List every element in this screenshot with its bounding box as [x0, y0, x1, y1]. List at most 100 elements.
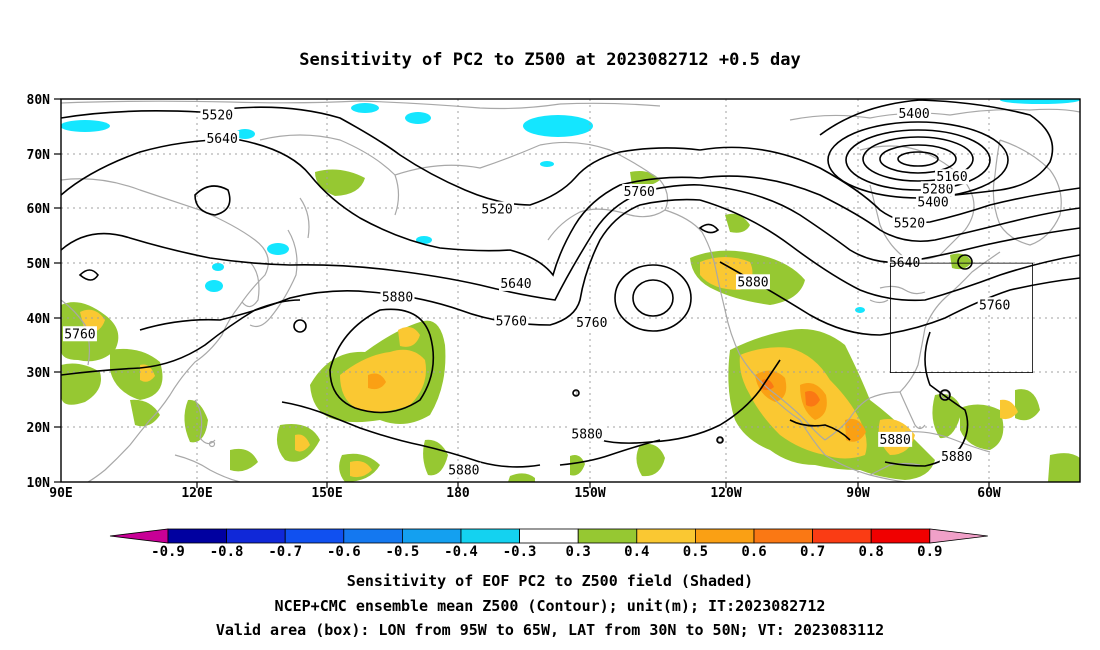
- negative-sensitivity-shading: [61, 99, 1080, 313]
- valid-area-box: [890, 262, 1034, 373]
- lat-tick-label: 60N: [27, 202, 51, 217]
- colorbar-label: 0.8: [859, 544, 884, 560]
- contour-label: 5760: [64, 327, 95, 342]
- chart-title: Sensitivity of PC2 to Z500 at 2023082712…: [299, 50, 801, 70]
- colorbar-label: -0.4: [444, 544, 478, 560]
- contour-label: 5640: [206, 132, 237, 147]
- colorbar-swatch: [812, 528, 872, 544]
- contour-label: 5400: [898, 107, 929, 122]
- lon-tick-label: 60W: [977, 486, 1001, 501]
- z500-contours: [61, 99, 1080, 468]
- map-frame: [60, 98, 1081, 483]
- lat-tick-label: 40N: [27, 312, 51, 327]
- contour-label-background: [480, 201, 515, 217]
- latitude-axis: 80N 70N 60N 50N 40N 30N 20N 10N: [27, 93, 51, 491]
- colorbar-label: 0.9: [917, 544, 942, 560]
- colorbar-swatch: [753, 528, 813, 544]
- contour-label-background: [574, 314, 609, 330]
- contour-label: 5760: [979, 298, 1010, 313]
- contour-label: 5280: [922, 182, 953, 197]
- coastlines: [61, 100, 1080, 482]
- contour-label: 5880: [880, 433, 911, 448]
- colorbar-swatch: [519, 528, 579, 544]
- colorbar: -0.9 -0.8 -0.7 -0.6 -0.5 -0.4 -0.3 0.3 0.4 0.5 0.6…: [109, 528, 988, 560]
- caption-contour: NCEP+CMC ensemble mean Z500 (Contour); u…: [274, 597, 826, 615]
- lon-tick-label: 120E: [181, 486, 212, 501]
- lon-tick-label: 150W: [574, 486, 605, 501]
- caption-shading: Sensitivity of EOF PC2 to Z500 field (Sh…: [346, 572, 754, 590]
- contour-label-background: [916, 194, 951, 210]
- contour-labels: 5520 5640 5520 5640 5760 5880 5760 5760 5760 5880…: [62, 105, 1012, 479]
- colorbar-label: 0.5: [683, 544, 708, 560]
- contour-label-background: [200, 107, 235, 123]
- contour-label-background: [878, 431, 913, 447]
- contour-label-background: [494, 313, 529, 329]
- contour-label: 5880: [382, 291, 413, 306]
- lon-tick-label: 90W: [846, 486, 870, 501]
- colorbar-label: -0.6: [327, 544, 361, 560]
- contour-label: 5880: [571, 427, 602, 442]
- lon-tick-label: 90E: [49, 486, 72, 501]
- contour-label: 5760: [576, 316, 607, 331]
- caption-valid-area: Valid area (box): LON from 95W to 65W, L…: [215, 621, 885, 639]
- contour-label: 5880: [941, 450, 972, 465]
- colorbar-swatch: [167, 528, 227, 544]
- contour-label-background: [62, 326, 97, 342]
- lat-tick-label: 30N: [27, 366, 51, 381]
- contour-label: 5160: [936, 170, 967, 185]
- lat-tick-label: 10N: [27, 476, 51, 491]
- colorbar-label: -0.3: [503, 544, 537, 560]
- contour-label: 5880: [737, 275, 768, 290]
- colorbar-swatch: [460, 528, 520, 544]
- contour-label: 5760: [496, 315, 527, 330]
- lat-tick-label: 70N: [27, 148, 51, 163]
- colorbar-swatch: [695, 528, 755, 544]
- contour-label-background: [205, 130, 240, 146]
- contour-label-background: [735, 274, 770, 290]
- colorbar-label: -0.9: [151, 544, 185, 560]
- colorbar-label: -0.7: [268, 544, 302, 560]
- colorbar-swatch: [284, 528, 345, 544]
- colorbar-swatch: [343, 528, 403, 544]
- contour-label: 5760: [624, 185, 655, 200]
- contour-label-background: [570, 426, 605, 442]
- contour-label: 5400: [917, 195, 948, 210]
- colorbar-label: 0.4: [624, 544, 649, 560]
- longitude-axis: 90E 120E 150E 180 150W 120W 90W 60W: [49, 486, 1001, 501]
- contour-label-background: [892, 215, 927, 231]
- contour-label-background: [920, 181, 955, 197]
- contour-label-background: [622, 184, 657, 200]
- lon-tick-label: 120W: [710, 486, 741, 501]
- contour-label: 5520: [202, 108, 233, 123]
- lat-tick-label: 50N: [27, 257, 51, 272]
- contour-label-background: [887, 255, 922, 271]
- contour-label: 5640: [500, 277, 531, 292]
- colorbar-label: 0.7: [800, 544, 825, 560]
- colorbar-label: 0.3: [566, 544, 591, 560]
- contour-label-background: [498, 275, 533, 291]
- contour-label-background: [897, 105, 932, 121]
- colorbar-swatch: [401, 528, 462, 544]
- contour-label-background: [977, 297, 1012, 313]
- contour-label-background: [939, 448, 974, 464]
- colorbar-right-arrow: [929, 528, 988, 544]
- colorbar-label: -0.8: [210, 544, 244, 560]
- colorbar-left-arrow: [109, 528, 169, 544]
- contour-label-background: [935, 169, 970, 185]
- contour-label: 5640: [889, 256, 920, 271]
- colorbar-swatch: [870, 528, 931, 544]
- lat-tick-label: 20N: [27, 421, 51, 436]
- colorbar-swatch: [577, 528, 638, 544]
- lon-tick-label: 180: [446, 486, 470, 501]
- contour-label: 5880: [448, 464, 479, 479]
- colorbar-label: -0.5: [386, 544, 420, 560]
- contour-label-background: [380, 289, 415, 305]
- contour-label: 5520: [481, 203, 512, 218]
- contour-label-background: [446, 462, 481, 478]
- lat-tick-label: 80N: [27, 93, 51, 108]
- lon-tick-label: 150E: [311, 486, 342, 501]
- contour-label: 5520: [894, 217, 925, 232]
- colorbar-swatch: [636, 528, 696, 544]
- colorbar-label: 0.6: [741, 544, 766, 560]
